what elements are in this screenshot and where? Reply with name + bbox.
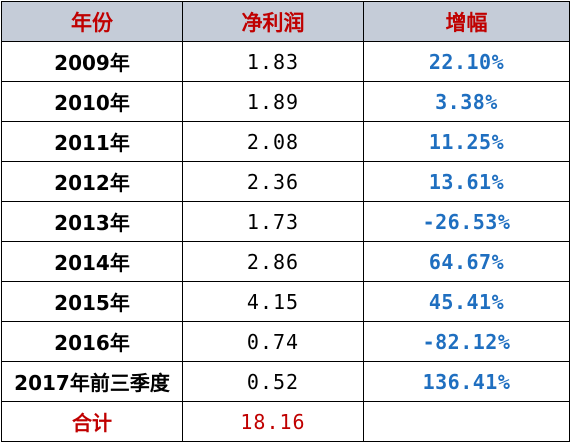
total-profit: 18.16 [182,401,364,442]
profit-cell: 0.52 [182,361,364,402]
table-row: 2014年 2.86 64.67% [1,241,570,282]
profit-cell: 1.73 [182,201,364,242]
year-cell: 2015年 [1,281,183,322]
table-row: 2012年 2.36 13.61% [1,161,570,202]
year-cell: 2009年 [1,41,183,82]
header-profit: 净利润 [182,1,364,42]
growth-cell: 11.25% [363,121,570,162]
table-row: 2016年 0.74 -82.12% [1,321,570,362]
profit-cell: 0.74 [182,321,364,362]
table-header-row: 年份 净利润 增幅 [1,1,570,42]
growth-cell: 13.61% [363,161,570,202]
growth-cell: 136.41% [363,361,570,402]
header-year: 年份 [1,1,183,42]
growth-cell: 64.67% [363,241,570,282]
header-growth: 增幅 [363,1,570,42]
year-cell: 2013年 [1,201,183,242]
table-row: 2015年 4.15 45.41% [1,281,570,322]
table-row: 2013年 1.73 -26.53% [1,201,570,242]
growth-cell: 22.10% [363,41,570,82]
total-growth [363,401,570,442]
year-cell: 2014年 [1,241,183,282]
year-cell: 2010年 [1,81,183,122]
year-cell: 2012年 [1,161,183,202]
growth-cell: 45.41% [363,281,570,322]
table-row: 2011年 2.08 11.25% [1,121,570,162]
growth-cell: 3.38% [363,81,570,122]
profit-cell: 2.08 [182,121,364,162]
table-row: 2017年前三季度 0.52 136.41% [1,361,570,402]
year-cell: 2017年前三季度 [1,361,183,402]
table-row: 2010年 1.89 3.38% [1,81,570,122]
profit-cell: 1.89 [182,81,364,122]
year-cell: 2016年 [1,321,183,362]
total-label: 合计 [1,401,183,442]
profit-cell: 2.36 [182,161,364,202]
year-cell: 2011年 [1,121,183,162]
total-row: 合计 18.16 [1,401,570,442]
growth-cell: -26.53% [363,201,570,242]
growth-cell: -82.12% [363,321,570,362]
profit-cell: 4.15 [182,281,364,322]
profit-cell: 1.83 [182,41,364,82]
table-row: 2009年 1.83 22.10% [1,41,570,82]
profit-cell: 2.86 [182,241,364,282]
